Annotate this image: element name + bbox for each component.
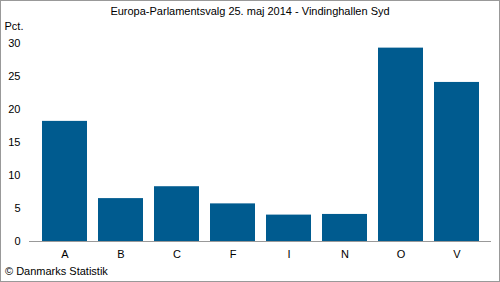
svg-text:A: A — [61, 248, 69, 260]
html-text:© Danmarks Statistik: © Danmarks Statistik — [5, 265, 108, 277]
svg-text:25: 25 — [8, 70, 20, 82]
svg-text:20: 20 — [8, 103, 20, 115]
svg-text:O: O — [397, 248, 406, 260]
svg-text:10: 10 — [8, 169, 20, 181]
svg-text:I: I — [287, 248, 290, 260]
svg-text:5: 5 — [14, 202, 20, 214]
svg-text:C: C — [173, 248, 181, 260]
html-text:Europa-Parlamentsvalg 25. maj: Europa-Parlamentsvalg 25. maj 2014 - Vin… — [110, 5, 390, 17]
svg-text:N: N — [341, 248, 349, 260]
svg-text:V: V — [453, 248, 461, 260]
svg-text:B: B — [117, 248, 124, 260]
svg-text:F: F — [230, 248, 237, 260]
svg-text:Pct.: Pct. — [5, 20, 24, 32]
svg-text:0: 0 — [14, 235, 20, 247]
svg-text:30: 30 — [8, 37, 20, 49]
svg-text:15: 15 — [8, 136, 20, 148]
